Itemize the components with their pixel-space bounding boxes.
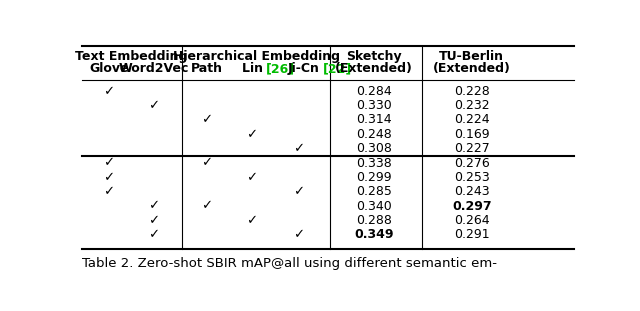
Text: 0.285: 0.285: [356, 185, 392, 198]
Text: 0.253: 0.253: [454, 171, 490, 184]
Text: [22]: [22]: [323, 63, 352, 76]
Text: 0.228: 0.228: [454, 85, 490, 98]
Text: ✓: ✓: [246, 171, 257, 184]
Text: 0.243: 0.243: [454, 185, 490, 198]
Text: Path: Path: [191, 63, 223, 76]
Text: Word2Vec: Word2Vec: [118, 63, 189, 76]
Text: (Extended): (Extended): [433, 63, 511, 76]
Text: ✓: ✓: [103, 171, 115, 184]
Text: 0.340: 0.340: [356, 200, 392, 213]
Text: 0.297: 0.297: [452, 200, 492, 213]
Text: Ji-Cn: Ji-Cn: [287, 63, 324, 76]
Text: Sketchy: Sketchy: [346, 50, 401, 63]
Text: 0.227: 0.227: [454, 142, 490, 155]
Text: ✓: ✓: [201, 200, 212, 213]
Text: (Extended): (Extended): [335, 63, 413, 76]
Text: ✓: ✓: [103, 185, 115, 198]
Text: 0.248: 0.248: [356, 128, 392, 141]
Text: 0.338: 0.338: [356, 156, 392, 169]
Text: 0.169: 0.169: [454, 128, 490, 141]
Text: 0.314: 0.314: [356, 114, 392, 127]
Text: 0.264: 0.264: [454, 214, 490, 227]
Text: ✓: ✓: [292, 142, 304, 155]
Text: 0.288: 0.288: [356, 214, 392, 227]
Text: ✓: ✓: [148, 228, 159, 241]
Text: ✓: ✓: [201, 114, 212, 127]
Text: ✓: ✓: [246, 214, 257, 227]
Text: 0.224: 0.224: [454, 114, 490, 127]
Text: ✓: ✓: [148, 200, 159, 213]
Text: Text Embedding: Text Embedding: [75, 50, 188, 63]
Text: 0.330: 0.330: [356, 99, 392, 112]
Text: 0.276: 0.276: [454, 156, 490, 169]
Text: Lin: Lin: [242, 63, 268, 76]
Text: ✓: ✓: [103, 85, 115, 98]
Text: ✓: ✓: [201, 156, 212, 169]
Text: ✓: ✓: [148, 99, 159, 112]
Text: ✓: ✓: [246, 128, 257, 141]
Text: 0.349: 0.349: [354, 228, 394, 241]
Text: Glove: Glove: [89, 63, 129, 76]
Text: Table 2. Zero-shot SBIR mAP@all using different semantic em-: Table 2. Zero-shot SBIR mAP@all using di…: [83, 257, 497, 270]
Text: ✓: ✓: [103, 156, 115, 169]
Text: 0.232: 0.232: [454, 99, 490, 112]
Text: 0.291: 0.291: [454, 228, 490, 241]
Text: ✓: ✓: [292, 185, 304, 198]
Text: TU-Berlin: TU-Berlin: [439, 50, 504, 63]
Text: Hierarchical Embedding: Hierarchical Embedding: [173, 50, 340, 63]
Text: [26]: [26]: [266, 63, 295, 76]
Text: 0.284: 0.284: [356, 85, 392, 98]
Text: 0.308: 0.308: [356, 142, 392, 155]
Text: ✓: ✓: [148, 214, 159, 227]
Text: ✓: ✓: [292, 228, 304, 241]
Text: 0.299: 0.299: [356, 171, 392, 184]
